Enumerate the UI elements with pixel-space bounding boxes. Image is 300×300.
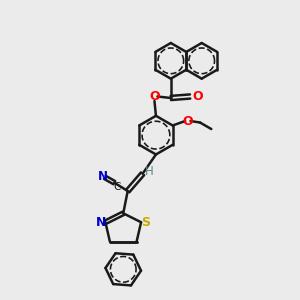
Text: C: C (113, 182, 120, 192)
Text: O: O (193, 90, 203, 103)
Text: H: H (145, 165, 154, 178)
Text: S: S (141, 216, 150, 229)
Text: N: N (98, 170, 108, 183)
Text: N: N (96, 216, 106, 229)
Text: O: O (149, 90, 160, 103)
Text: O: O (182, 115, 193, 128)
